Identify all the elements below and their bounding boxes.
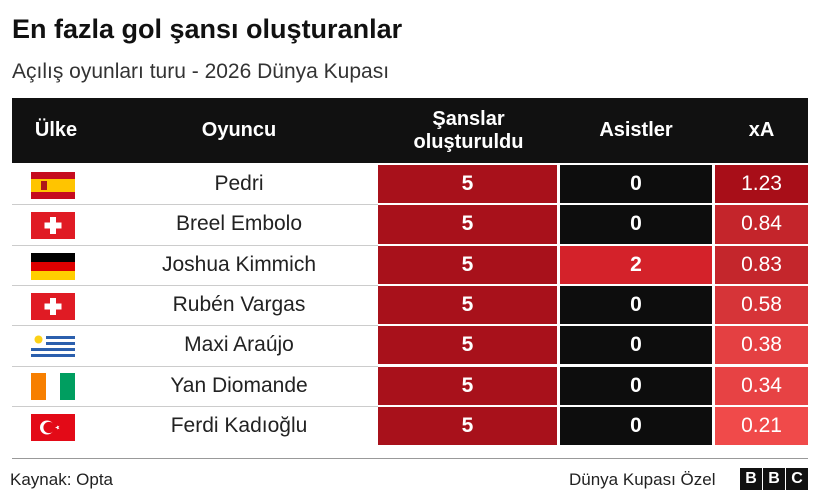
- xa-cell: 0.38: [715, 326, 808, 365]
- chances-cell: 5: [378, 205, 557, 244]
- assists-cell: 0: [560, 165, 712, 204]
- column-header: xA: [748, 119, 775, 141]
- table-header: Ülke Oyuncu Şanslar oluşturuldu Asistler xA: [12, 98, 808, 163]
- assists-cell: 0: [560, 285, 712, 325]
- source: Kaynak: Opta: [10, 470, 114, 489]
- chances-cell: 5: [378, 285, 557, 325]
- xa-cell: 0.58: [715, 285, 808, 325]
- player-name: Rubén Vargas: [172, 293, 306, 317]
- flag-ivory-coast: [31, 373, 75, 400]
- flag-switzerland: [31, 293, 75, 320]
- xa-cell: 0.84: [715, 205, 808, 244]
- footer-line: [12, 458, 808, 459]
- row-separator: [12, 365, 378, 367]
- player-name: Pedri: [214, 172, 264, 196]
- title: En fazla gol şansı oluşturanlar: [12, 14, 403, 44]
- player-name: Joshua Kimmich: [161, 252, 317, 276]
- chances-cell: 5: [378, 326, 557, 365]
- xa-cell: 0.34: [715, 366, 808, 405]
- xa-cell: 0.83: [715, 245, 808, 284]
- logo-letter: B: [740, 468, 762, 490]
- column-header: Oyuncu: [201, 119, 277, 141]
- flag-turkey: [31, 414, 75, 441]
- assists-cell: 0: [560, 205, 712, 244]
- flag-spain: [31, 172, 75, 199]
- row-separator: [12, 284, 378, 286]
- subtitle: Açılış oyunları turu - 2026 Dünya Kupası: [12, 60, 390, 83]
- chances-cell: 5: [378, 406, 557, 446]
- credit: Dünya Kupası Özel: [569, 470, 716, 489]
- chances-cell: 5: [378, 366, 557, 405]
- row-separator: [12, 244, 378, 246]
- player-name: Ferdi Kadıoğlu: [170, 413, 308, 437]
- chances-cell: 5: [378, 165, 557, 204]
- column-header: Asistler: [599, 119, 673, 141]
- xa-cell: 1.23: [715, 165, 808, 204]
- logo-letter: C: [786, 468, 808, 490]
- player-name: Yan Diomande: [170, 373, 308, 397]
- flag-switzerland: [31, 212, 75, 239]
- assists-cell: 0: [560, 366, 712, 405]
- chances-cell: 5: [378, 245, 557, 284]
- assists-cell: 0: [560, 406, 712, 446]
- row-separator: [12, 204, 378, 206]
- xa-cell: 0.21: [715, 406, 808, 446]
- assists-cell: 2: [560, 245, 712, 284]
- flag-germany: [31, 253, 75, 280]
- assists-cell: 0: [560, 326, 712, 365]
- player-name: Breel Embolo: [175, 212, 303, 236]
- flag-uruguay: [31, 333, 75, 360]
- row-separator: [12, 325, 378, 327]
- row-separator: [12, 405, 378, 407]
- logo-letter: B: [763, 468, 785, 490]
- column-header: Şanslar oluşturuldu: [413, 107, 524, 153]
- player-name: Maxi Araújo: [184, 333, 294, 357]
- column-header: Ülke: [34, 119, 78, 141]
